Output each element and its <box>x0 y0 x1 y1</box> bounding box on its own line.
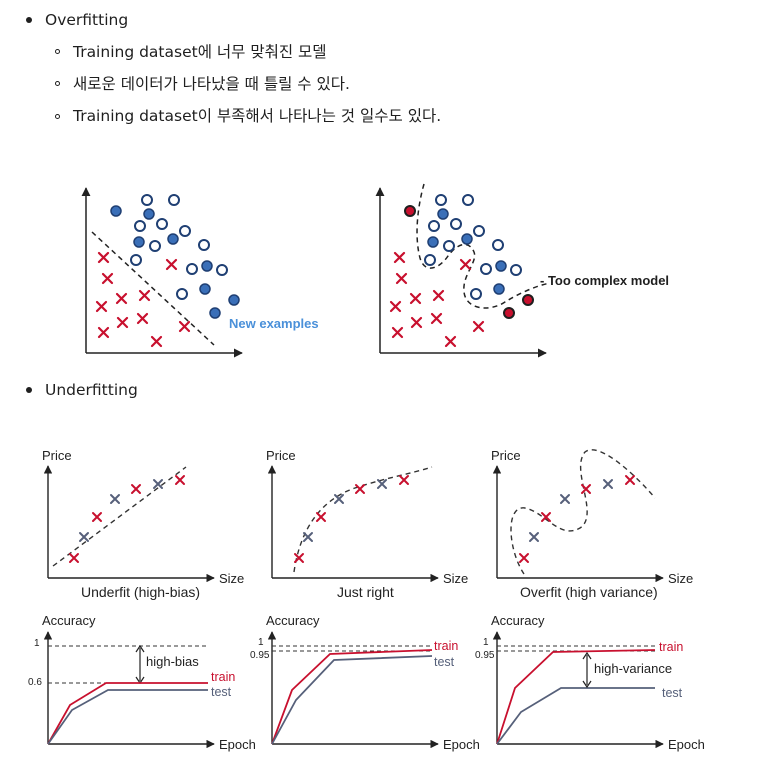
gap-label: high-bias <box>146 654 199 669</box>
xlabel: Epoch <box>443 737 480 752</box>
train-label: train <box>434 639 458 653</box>
gap-label: high-variance <box>594 661 672 676</box>
ylabel: Price <box>266 448 296 463</box>
xlabel: Size <box>668 571 693 586</box>
tick-mid: 0.95 <box>250 650 270 661</box>
tick-1: 1 <box>483 637 489 648</box>
ylabel: Price <box>42 448 72 463</box>
tick-1: 1 <box>258 637 264 648</box>
xlabel: Size <box>219 571 244 586</box>
xlabel: Epoch <box>668 737 705 752</box>
xlabel: Epoch <box>219 737 256 752</box>
scatter-just-right: Price Size Just right <box>266 448 468 600</box>
tick-1: 1 <box>34 638 40 649</box>
scatter-overfit: Price Size Overfit (high variance) <box>491 448 693 600</box>
caption: Just right <box>337 584 394 600</box>
scatter-underfit: Price Size Underfit (high-bias) <box>42 448 244 600</box>
test-label: test <box>662 686 683 700</box>
accuracy-just-right: Accuracy Epoch 1 0.95 train test <box>250 613 480 752</box>
accuracy-high-bias: Accuracy Epoch 1 0.6 high-bias train tes… <box>28 613 256 752</box>
test-label: test <box>434 655 455 669</box>
ylabel: Price <box>491 448 521 463</box>
caption: Underfit (high-bias) <box>81 584 200 600</box>
ylabel: Accuracy <box>42 613 96 628</box>
test-label: test <box>211 685 232 699</box>
tick-mid: 0.95 <box>475 650 495 661</box>
train-label: train <box>211 670 235 684</box>
ylabel: Accuracy <box>491 613 545 628</box>
caption: Overfit (high variance) <box>520 584 658 600</box>
xlabel: Size <box>443 571 468 586</box>
train-label: train <box>659 640 683 654</box>
tick-mid: 0.6 <box>28 677 42 688</box>
ylabel: Accuracy <box>266 613 320 628</box>
accuracy-high-variance: Accuracy Epoch 1 0.95 high-variance trai… <box>475 613 705 752</box>
